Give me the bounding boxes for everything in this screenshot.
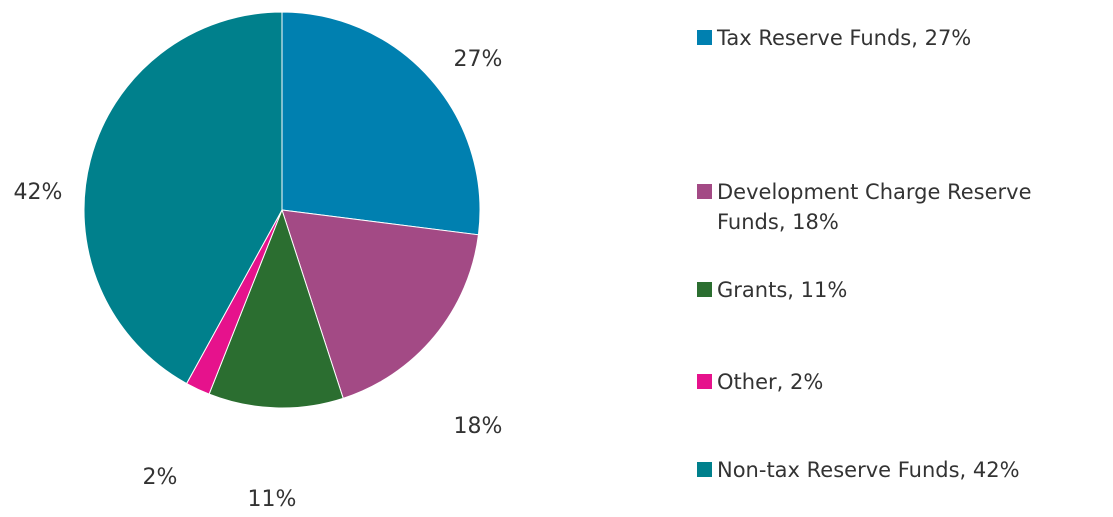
legend-swatch (697, 184, 712, 199)
legend-swatch (697, 30, 712, 45)
data-label: 18% (454, 414, 503, 439)
pie-slice (83, 11, 283, 385)
legend-entry: Other, 2% (695, 367, 1105, 397)
legend-swatch (697, 462, 712, 477)
pie-slice (281, 209, 479, 399)
data-label: 27% (454, 47, 503, 72)
legend-label: Tax Reserve Funds, 27% (717, 26, 972, 50)
pie-slice (281, 11, 481, 236)
pie-slice (208, 208, 344, 409)
legend-entry: Development Charge Reserve Funds, 18% (695, 177, 1105, 237)
legend-entry: Grants, 11% (695, 275, 1105, 305)
legend-label: Development Charge Reserve Funds, 18% (717, 180, 1032, 234)
data-label: 42% (14, 180, 63, 205)
legend-entry: Non-tax Reserve Funds, 42% (695, 455, 1105, 485)
legend-label: Other, 2% (717, 370, 824, 394)
legend-label: Non-tax Reserve Funds, 42% (717, 458, 1020, 482)
legend-swatch (697, 374, 712, 389)
data-label: 11% (248, 487, 297, 512)
legend-swatch (697, 282, 712, 297)
legend-entry: Tax Reserve Funds, 27% (695, 23, 1105, 53)
data-label: 2% (143, 465, 178, 490)
legend-label: Grants, 11% (717, 278, 848, 302)
